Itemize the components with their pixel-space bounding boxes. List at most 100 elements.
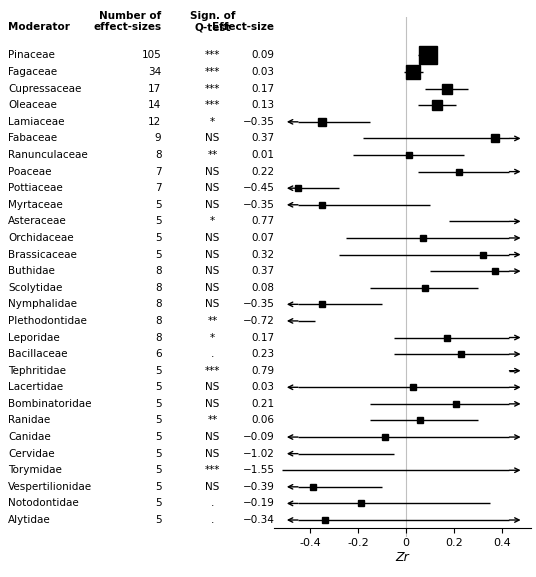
Text: Oleaceae: Oleaceae xyxy=(8,100,57,110)
Text: NS: NS xyxy=(205,399,220,409)
Text: Leporidae: Leporidae xyxy=(8,332,60,343)
Text: 7: 7 xyxy=(155,183,161,193)
Text: NS: NS xyxy=(205,133,220,144)
Text: Scolytidae: Scolytidae xyxy=(8,283,62,293)
Text: −0.39: −0.39 xyxy=(242,482,274,492)
Text: 5: 5 xyxy=(155,383,161,392)
Text: 12: 12 xyxy=(148,117,161,127)
Text: −0.45: −0.45 xyxy=(242,183,274,193)
Text: 0.13: 0.13 xyxy=(251,100,274,110)
Text: Alytidae: Alytidae xyxy=(8,515,51,525)
Text: Lacertidae: Lacertidae xyxy=(8,383,63,392)
Text: Notodontidae: Notodontidae xyxy=(8,499,79,508)
Text: 0.32: 0.32 xyxy=(251,250,274,260)
Text: .: . xyxy=(211,349,214,359)
Text: *: * xyxy=(210,117,215,127)
Text: 5: 5 xyxy=(155,250,161,260)
Text: 5: 5 xyxy=(155,515,161,525)
Text: 0.09: 0.09 xyxy=(251,50,274,61)
Text: 8: 8 xyxy=(155,316,161,326)
Text: Torymidae: Torymidae xyxy=(8,465,62,475)
Text: ***: *** xyxy=(205,465,220,475)
Text: 5: 5 xyxy=(155,366,161,376)
Text: 5: 5 xyxy=(155,432,161,442)
Text: 0.77: 0.77 xyxy=(251,216,274,226)
Text: 0.06: 0.06 xyxy=(251,415,274,425)
Text: −0.72: −0.72 xyxy=(242,316,274,326)
Text: −0.35: −0.35 xyxy=(242,299,274,309)
Text: 0.07: 0.07 xyxy=(251,233,274,243)
Text: −0.35: −0.35 xyxy=(242,200,274,210)
Text: −0.09: −0.09 xyxy=(243,432,274,442)
Text: ***: *** xyxy=(205,50,220,61)
Text: NS: NS xyxy=(205,250,220,260)
Text: NS: NS xyxy=(205,299,220,309)
Text: Orchidaceae: Orchidaceae xyxy=(8,233,73,243)
Text: NS: NS xyxy=(205,167,220,177)
Text: Number of
effect-sizes: Number of effect-sizes xyxy=(93,10,161,32)
Text: Pottiaceae: Pottiaceae xyxy=(8,183,63,193)
Text: 0.08: 0.08 xyxy=(251,283,274,293)
Text: Fagaceae: Fagaceae xyxy=(8,67,57,77)
Text: .: . xyxy=(211,515,214,525)
Text: Ranunculaceae: Ranunculaceae xyxy=(8,150,88,160)
Text: 5: 5 xyxy=(155,399,161,409)
Text: 5: 5 xyxy=(155,465,161,475)
Text: Vespertilionidae: Vespertilionidae xyxy=(8,482,92,492)
Text: 5: 5 xyxy=(155,200,161,210)
Text: ***: *** xyxy=(205,366,220,376)
Text: −0.35: −0.35 xyxy=(242,117,274,127)
Text: 0.21: 0.21 xyxy=(251,399,274,409)
Text: Asteraceae: Asteraceae xyxy=(8,216,67,226)
Text: 7: 7 xyxy=(155,167,161,177)
Text: 8: 8 xyxy=(155,332,161,343)
Text: **: ** xyxy=(207,150,218,160)
Text: 14: 14 xyxy=(148,100,161,110)
X-axis label: Zr: Zr xyxy=(396,551,410,564)
Text: 5: 5 xyxy=(155,415,161,425)
Text: NS: NS xyxy=(205,432,220,442)
Text: 6: 6 xyxy=(155,349,161,359)
Text: ***: *** xyxy=(205,100,220,110)
Text: Cupressaceae: Cupressaceae xyxy=(8,84,81,93)
Text: **: ** xyxy=(207,316,218,326)
Text: NS: NS xyxy=(205,266,220,276)
Text: 0.37: 0.37 xyxy=(251,266,274,276)
Text: Poaceae: Poaceae xyxy=(8,167,51,177)
Text: 0.01: 0.01 xyxy=(251,150,274,160)
Text: Tephritidae: Tephritidae xyxy=(8,366,66,376)
Text: NS: NS xyxy=(205,283,220,293)
Text: −1.55: −1.55 xyxy=(242,465,274,475)
Text: 5: 5 xyxy=(155,499,161,508)
Text: −1.02: −1.02 xyxy=(242,449,274,459)
Text: 5: 5 xyxy=(155,216,161,226)
Text: 34: 34 xyxy=(148,67,161,77)
Text: 0.22: 0.22 xyxy=(251,167,274,177)
Text: Bombinatoridae: Bombinatoridae xyxy=(8,399,92,409)
Text: Ranidae: Ranidae xyxy=(8,415,50,425)
Text: Buthidae: Buthidae xyxy=(8,266,55,276)
Text: Canidae: Canidae xyxy=(8,432,51,442)
Text: 0.17: 0.17 xyxy=(251,84,274,93)
Text: Bacillaceae: Bacillaceae xyxy=(8,349,68,359)
Text: NS: NS xyxy=(205,183,220,193)
Text: 105: 105 xyxy=(142,50,161,61)
Text: 0.37: 0.37 xyxy=(251,133,274,144)
Text: Moderator: Moderator xyxy=(8,23,70,32)
Text: 17: 17 xyxy=(148,84,161,93)
Text: NS: NS xyxy=(205,449,220,459)
Text: 9: 9 xyxy=(155,133,161,144)
Text: Brassicaceae: Brassicaceae xyxy=(8,250,77,260)
Text: Plethodontidae: Plethodontidae xyxy=(8,316,87,326)
Text: 5: 5 xyxy=(155,449,161,459)
Text: 5: 5 xyxy=(155,233,161,243)
Text: 8: 8 xyxy=(155,299,161,309)
Text: −0.19: −0.19 xyxy=(242,499,274,508)
Text: Fabaceae: Fabaceae xyxy=(8,133,57,144)
Text: Pinaceae: Pinaceae xyxy=(8,50,55,61)
Text: Sign. of
Q-test: Sign. of Q-test xyxy=(190,10,235,32)
Text: *: * xyxy=(210,332,215,343)
Text: NS: NS xyxy=(205,233,220,243)
Text: ***: *** xyxy=(205,84,220,93)
Text: Myrtaceae: Myrtaceae xyxy=(8,200,63,210)
